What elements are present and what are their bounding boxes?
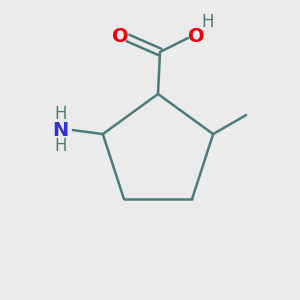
Text: N: N (53, 121, 69, 140)
Text: O: O (112, 26, 128, 46)
Text: H: H (55, 105, 67, 123)
Text: O: O (188, 26, 204, 46)
Text: H: H (55, 137, 67, 155)
Text: H: H (202, 13, 214, 31)
